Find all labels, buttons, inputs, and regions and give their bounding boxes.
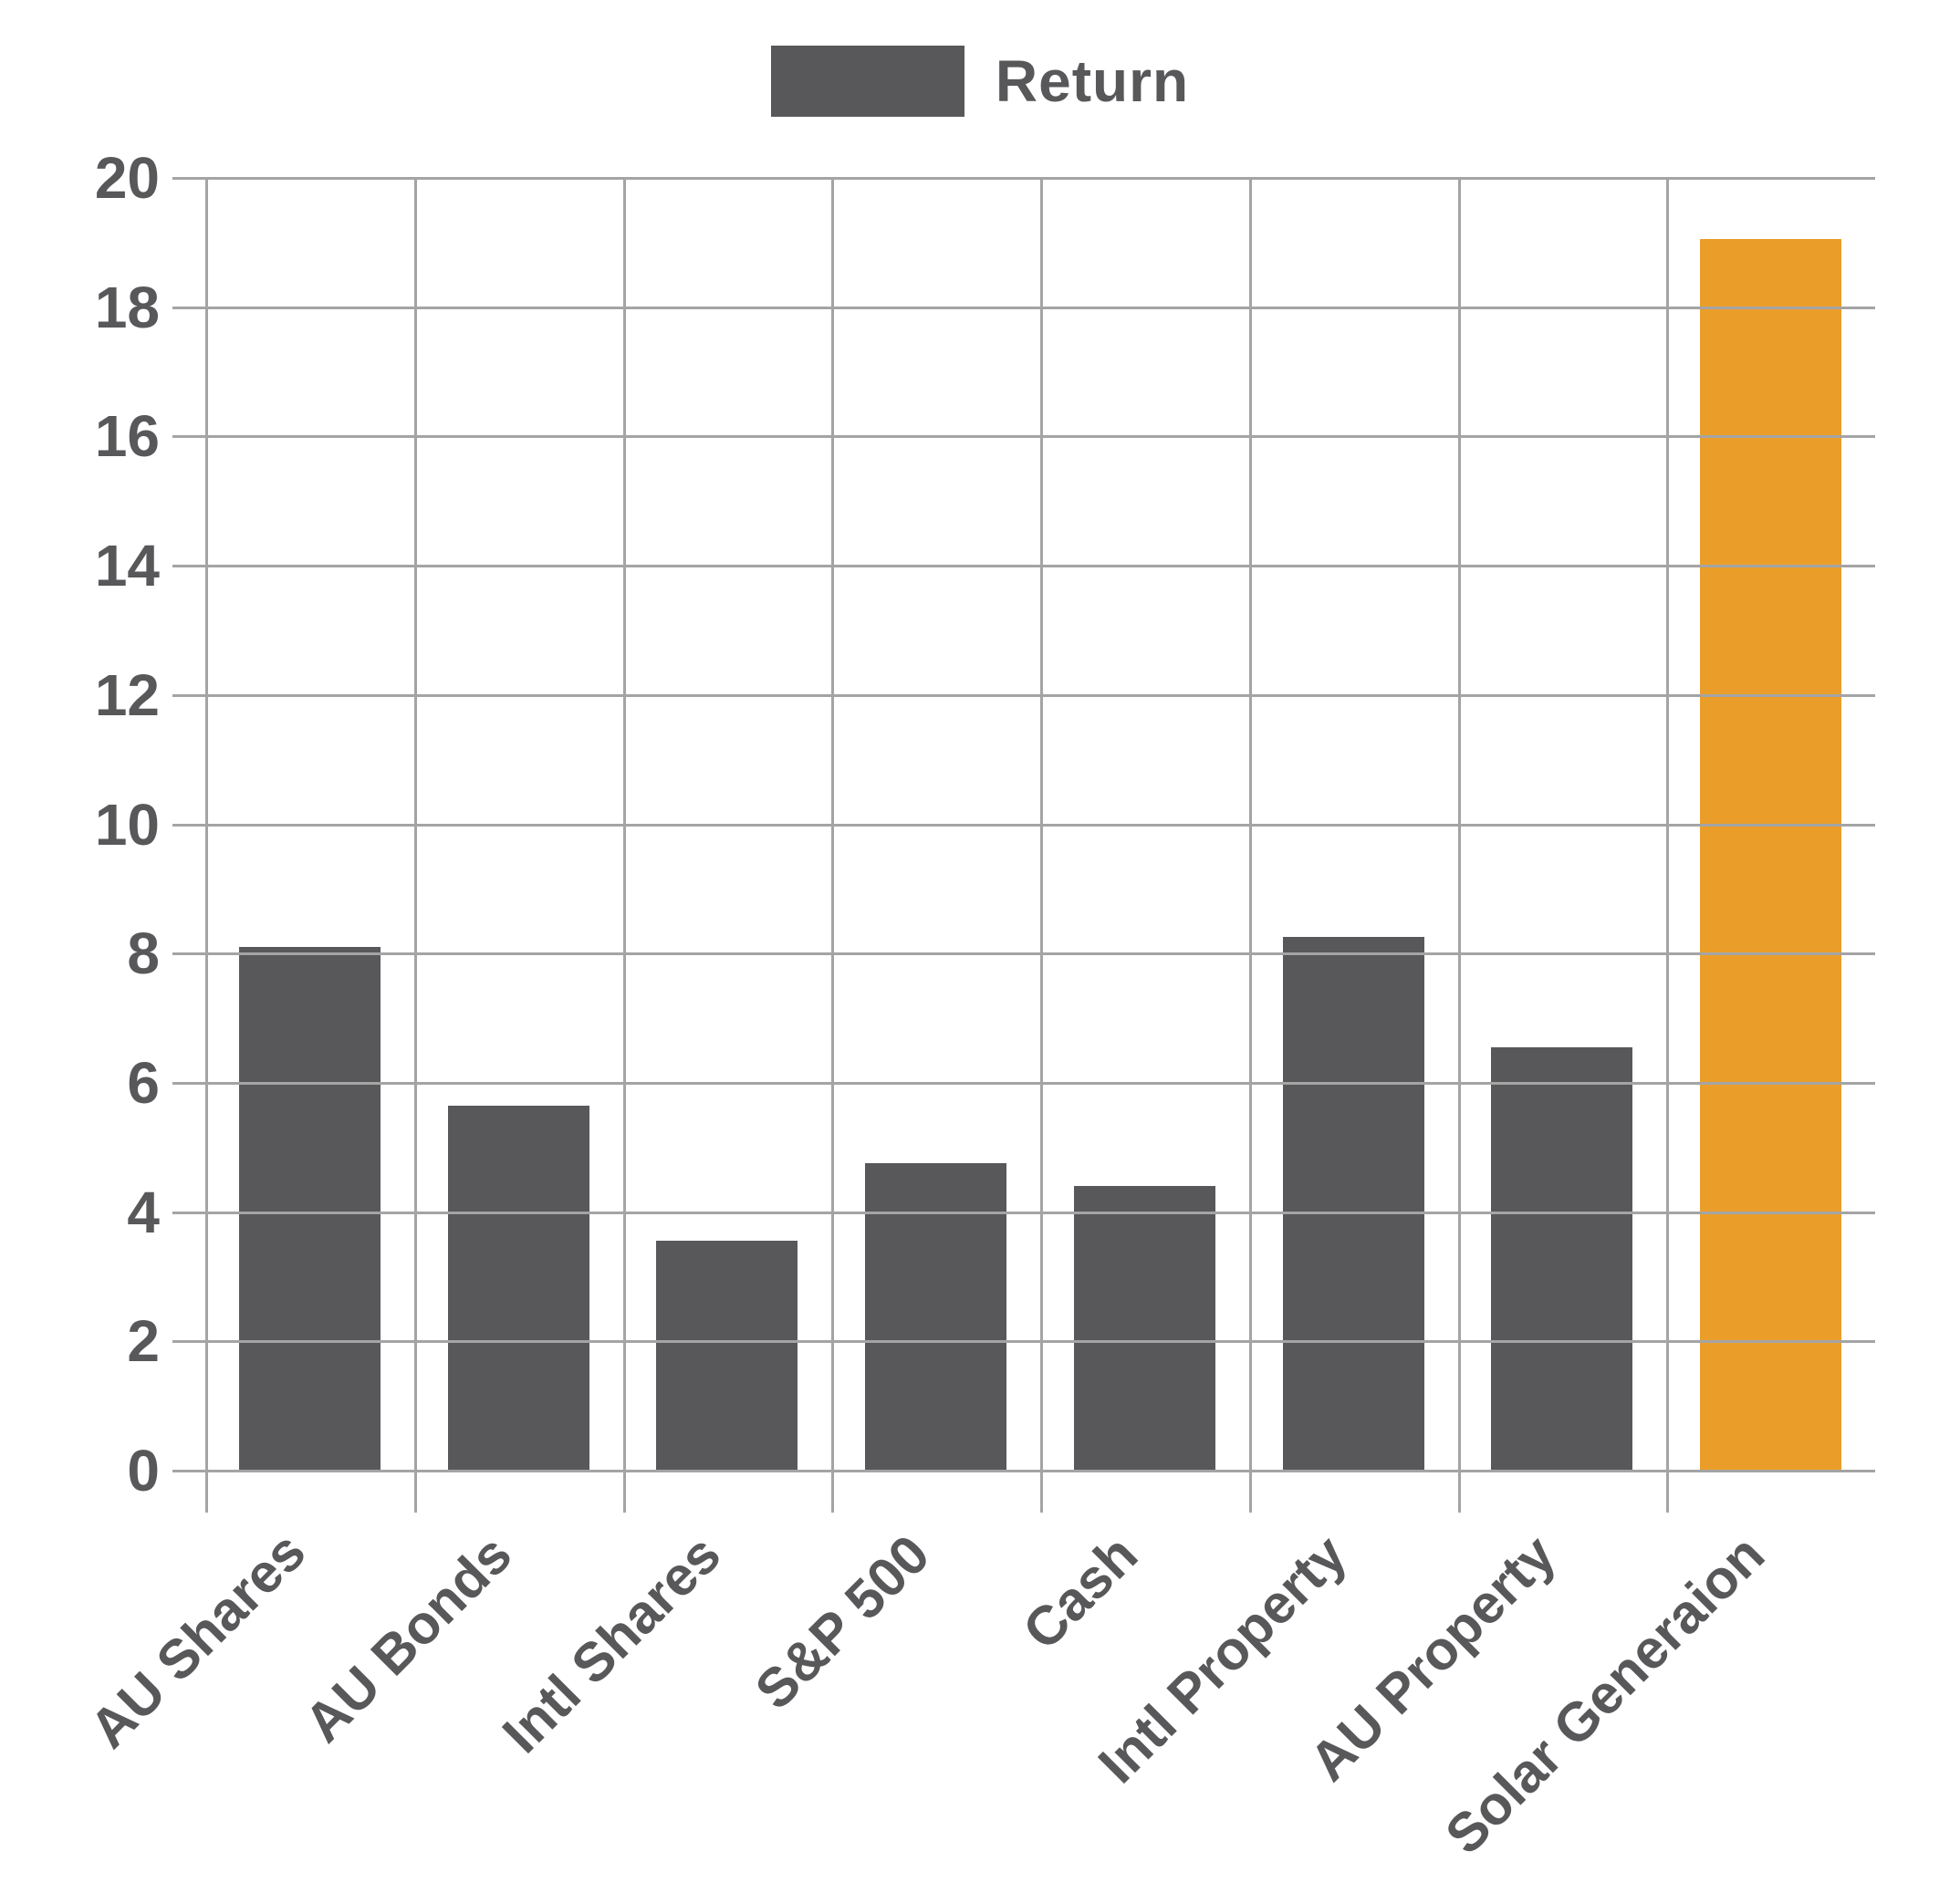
y-axis-tick [172,307,205,309]
legend-swatch-return [770,46,964,117]
horizontal-gridline [205,694,1875,697]
legend-label-return: Return [995,48,1190,114]
horizontal-gridline [205,435,1875,438]
y-axis-tick [172,1340,205,1343]
y-axis-tick [172,1082,205,1085]
y-tick-label-14: 14 [94,533,160,598]
bar-cash [1074,1186,1215,1471]
horizontal-gridline [205,1212,1875,1214]
y-tick-label-2: 2 [127,1308,160,1374]
x-axis-tick [623,1471,626,1513]
y-tick-label-4: 4 [127,1180,160,1245]
legend: Return [0,46,1960,117]
horizontal-gridline [205,177,1875,180]
y-axis-tick [172,565,205,567]
bar-au-shares [239,947,381,1471]
bar-intl-shares [656,1241,798,1471]
horizontal-gridline [205,307,1875,309]
plot-area [172,177,1875,1513]
y-tick-label-16: 16 [94,403,160,469]
x-axis-tick [1458,1471,1461,1513]
horizontal-gridline [205,824,1875,827]
y-tick-label-8: 8 [127,920,160,986]
bar-intl-property [1283,937,1424,1471]
x-axis-tick [1040,1471,1043,1513]
y-axis-tick [172,952,205,955]
y-axis-tick [172,435,205,438]
x-axis-tick [831,1471,834,1513]
y-axis-tick [172,694,205,697]
y-tick-label-12: 12 [94,662,160,728]
horizontal-gridline [205,1082,1875,1085]
x-tick-label-au-shares: AU Shares [78,1520,318,1760]
y-axis-tick [172,177,205,180]
y-axis-tick [172,1212,205,1214]
horizontal-gridline [205,565,1875,567]
bar-solar-generaion [1700,239,1841,1471]
x-axis-tick [414,1471,417,1513]
bar-au-bonds [448,1106,589,1471]
y-tick-label-18: 18 [94,275,160,340]
x-tick-label-au-bonds: AU Bonds [292,1523,524,1754]
y-tick-label-20: 20 [94,145,160,211]
y-tick-label-6: 6 [127,1050,160,1116]
y-tick-label-10: 10 [94,792,160,858]
x-axis-tick [1249,1471,1252,1513]
x-axis-tick [205,1471,208,1513]
x-axis-tick [1666,1471,1669,1513]
y-axis-tick [172,824,205,827]
horizontal-gridline [205,952,1875,955]
bar-au-property [1491,1047,1632,1471]
horizontal-gridline [205,1340,1875,1343]
bar-s-p-500 [865,1163,1006,1471]
y-tick-label-0: 0 [127,1438,160,1503]
y-axis-tick [172,1470,205,1472]
horizontal-gridline [205,1470,1875,1472]
